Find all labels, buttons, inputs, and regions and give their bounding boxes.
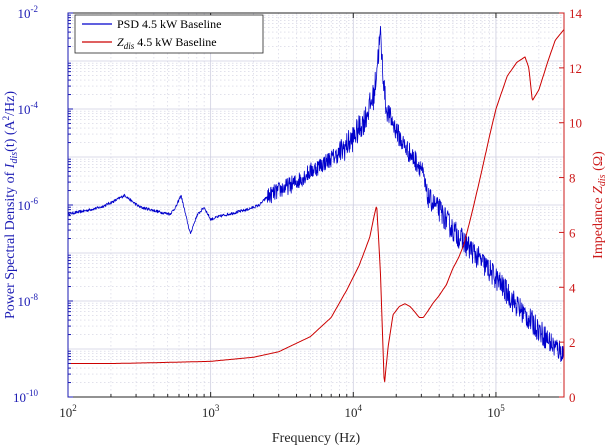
legend-label-z-sub: dis xyxy=(124,41,135,51)
series-layer xyxy=(67,25,565,383)
right-axis-label: Impedance Zdis (Ω) xyxy=(591,151,608,259)
ticks: 102 103 104 105 10-10 10-8 10-6 10-4 10-2 0 2 4 6 8 10… xyxy=(13,4,583,420)
left-axis-label: Power Spectral Density of Idis(t) (A2/Hz… xyxy=(1,91,20,319)
x-tick-label: 102 xyxy=(59,403,77,420)
left-y-tick-label: 10-6 xyxy=(18,196,39,213)
right-y-tick-label: 10 xyxy=(569,116,582,131)
x-tick-label: 104 xyxy=(345,403,363,420)
legend-label-psd: PSD 4.5 kW Baseline xyxy=(117,17,221,31)
left-y-tick-label: 10-2 xyxy=(18,4,39,21)
legend-box xyxy=(74,14,264,54)
left-axis-label-tail: /Hz) xyxy=(3,91,18,116)
grid xyxy=(67,13,565,398)
right-y-tick-label: 0 xyxy=(569,390,576,405)
right-axis-label-var: Z xyxy=(591,186,606,194)
left-axis-label-suffix: (t) (A xyxy=(3,119,18,151)
right-axis-label-sub: dis xyxy=(597,174,608,186)
right-y-tick-label: 14 xyxy=(569,6,583,21)
left-axis-label-sub: dis xyxy=(9,152,20,164)
right-y-tick-label: 6 xyxy=(569,225,576,240)
x-tick-label: 103 xyxy=(202,403,220,420)
left-y-tick-label: 10-4 xyxy=(18,100,39,117)
left-y-tick-label: 10-10 xyxy=(13,388,38,405)
legend-label-z-rest: 4.5 kW Baseline xyxy=(134,35,216,49)
x-axis-label: Frequency (Hz) xyxy=(272,431,361,446)
left-y-tick-label: 10-8 xyxy=(18,292,39,309)
legend-label-z-var: Z xyxy=(117,35,124,49)
psd-series-line xyxy=(67,25,565,362)
x-tick-label: 105 xyxy=(487,403,505,420)
right-y-tick-label: 12 xyxy=(569,61,582,76)
left-axis-label-sup: 2 xyxy=(1,116,11,121)
right-axis-label-suffix: (Ω) xyxy=(591,151,606,175)
right-y-tick-label: 4 xyxy=(569,280,576,295)
right-y-tick-label: 8 xyxy=(569,171,576,186)
right-axis-label-prefix: Impedance xyxy=(591,194,606,259)
impedance-series-line xyxy=(68,29,565,383)
legend: PSD 4.5 kW Baseline Zdis 4.5 kW Baseline xyxy=(74,14,264,54)
left-axis-label-var: I xyxy=(3,162,18,169)
left-axis-label-prefix: Power Spectral Density of xyxy=(3,168,18,319)
legend-label-z: Zdis 4.5 kW Baseline xyxy=(117,35,217,51)
right-y-tick-label: 2 xyxy=(569,335,576,350)
